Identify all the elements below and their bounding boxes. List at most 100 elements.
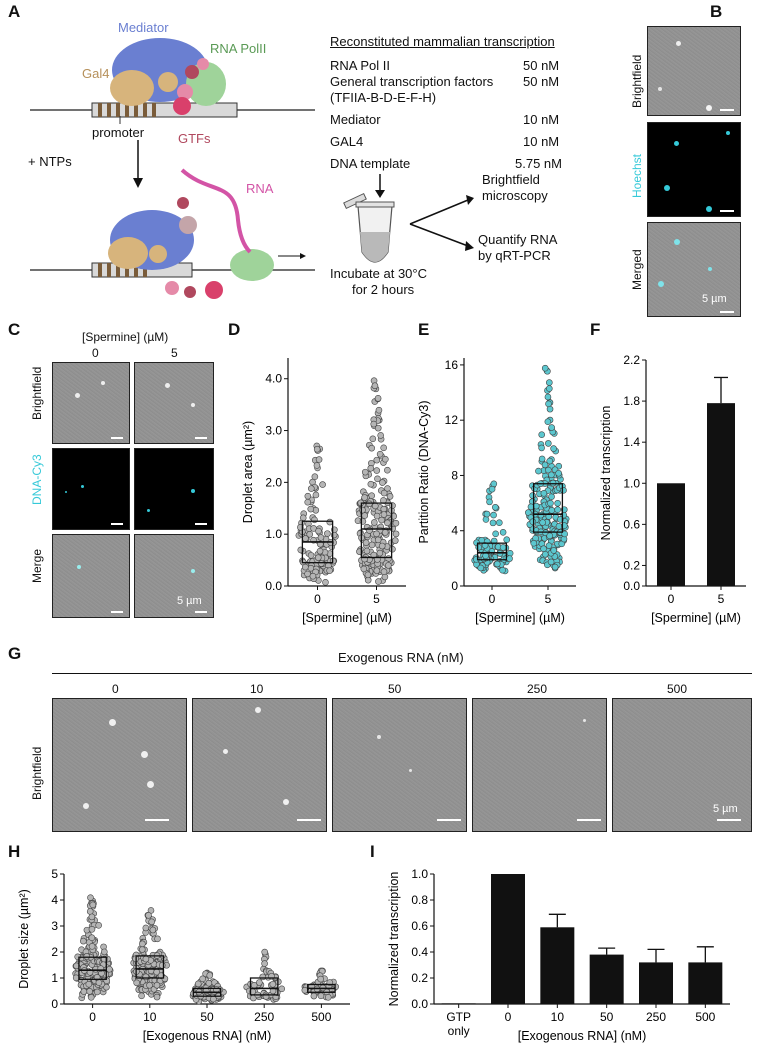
- data-point: [384, 519, 391, 527]
- c-col-5: 5: [171, 346, 178, 360]
- data-point: [389, 545, 396, 553]
- data-point: [482, 516, 490, 523]
- y-tick-label: 5: [51, 867, 58, 881]
- c-row-label-brightfield: Brightfield: [30, 366, 44, 420]
- g-col-250: 250: [527, 682, 548, 696]
- data-point: [310, 992, 318, 1000]
- data-point: [158, 962, 166, 969]
- g-header-rule: [52, 673, 752, 674]
- data-point: [547, 499, 554, 507]
- data-point: [503, 536, 511, 543]
- data-point: [481, 542, 489, 549]
- data-point: [544, 393, 552, 401]
- data-point: [554, 499, 561, 507]
- c-row-label-cy3: DNA-Cy3: [30, 454, 44, 505]
- data-point: [361, 468, 369, 476]
- data-point: [301, 986, 309, 994]
- x-axis-label: [Spermine] (µM): [302, 611, 392, 625]
- data-point: [538, 444, 545, 452]
- data-point: [545, 440, 552, 447]
- y-tick-label: 2.0: [265, 475, 282, 489]
- data-point: [86, 908, 94, 915]
- x-tick-label: GTP: [446, 1010, 471, 1024]
- data-point: [392, 519, 400, 527]
- data-point: [324, 994, 332, 1001]
- y-tick-label: 0.8: [411, 893, 428, 907]
- panel-label-b: B: [710, 2, 723, 21]
- c-merge-0: [52, 534, 130, 618]
- g-col-10: 10: [250, 682, 264, 696]
- data-point: [95, 921, 102, 929]
- data-point: [488, 485, 496, 493]
- data-point: [367, 480, 375, 488]
- data-point: [88, 926, 96, 933]
- data-point: [88, 913, 96, 921]
- recipe-row-3-conc: 10 nM: [523, 134, 560, 149]
- gal4-shape-top: [110, 70, 154, 106]
- data-point: [539, 519, 546, 526]
- y-tick-label: 3: [51, 919, 58, 933]
- data-point: [87, 894, 94, 901]
- data-point: [312, 491, 320, 499]
- bar: [707, 403, 735, 586]
- data-point: [551, 563, 559, 571]
- x-tick-label: 0: [668, 592, 675, 606]
- data-point: [307, 505, 315, 513]
- data-point: [304, 492, 312, 500]
- y-tick-label: 0.4: [411, 945, 428, 959]
- data-point: [315, 456, 323, 463]
- data-point: [89, 901, 97, 909]
- y-tick-label: 2.2: [623, 353, 640, 367]
- box-iqr: [476, 542, 508, 561]
- incubate-line2: for 2 hours: [352, 282, 415, 297]
- recipe-row-3-name: GAL4: [330, 134, 364, 149]
- data-point: [537, 511, 545, 519]
- data-point: [489, 519, 497, 527]
- data-point: [541, 461, 549, 469]
- x-tick-label: 0: [505, 1010, 512, 1024]
- data-point: [545, 542, 553, 549]
- bar: [540, 927, 575, 1004]
- data-point: [475, 543, 482, 551]
- data-point: [304, 570, 311, 578]
- data-point: [384, 466, 391, 474]
- recipe-title: Reconstituted mammalian transcription: [330, 34, 555, 49]
- chart-e: 0 4 8 12 16 0 5 [Spermine] (µM) Partition Ratio …: [418, 358, 576, 625]
- data-point: [145, 912, 152, 919]
- y-tick-label: 1.4: [623, 435, 640, 449]
- data-point: [326, 567, 333, 574]
- data-point: [548, 424, 555, 431]
- data-point: [374, 475, 381, 483]
- data-point: [205, 979, 213, 987]
- data-point: [142, 955, 150, 963]
- data-point: [146, 981, 153, 989]
- data-point: [317, 534, 325, 541]
- c-col-0: 0: [92, 346, 99, 360]
- x-tick-label: 5: [373, 592, 380, 606]
- data-point: [490, 537, 498, 545]
- data-point: [529, 518, 537, 525]
- data-point: [375, 578, 382, 585]
- data-point: [326, 518, 334, 526]
- b-scale-label: 5 µm: [702, 293, 727, 305]
- x-axis-label: [Exogenous RNA] (nM): [143, 1029, 272, 1043]
- chart-d: 0.0 1.0 2.0 3.0 4.0 0 5 [Spermine] (µM) Droplet …: [241, 358, 406, 625]
- data-point: [369, 435, 377, 443]
- panel-label-f: F: [590, 320, 601, 339]
- data-point: [492, 503, 499, 511]
- recipe-row-2-name: Mediator: [330, 112, 381, 127]
- data-point: [361, 512, 369, 519]
- data-point: [370, 420, 378, 428]
- data-point: [302, 563, 309, 571]
- y-axis-label: Partition Ratio (DNA-Cy3): [418, 400, 431, 543]
- x-tick-label: only: [448, 1024, 470, 1038]
- data-point: [256, 979, 263, 986]
- data-point: [138, 992, 145, 1000]
- data-point: [311, 516, 318, 524]
- gal4-label: Gal4: [82, 66, 109, 81]
- data-point: [499, 566, 506, 574]
- data-point: [103, 983, 110, 991]
- recipe-row-4-conc: 5.75 nM: [515, 156, 562, 171]
- data-point: [371, 519, 378, 526]
